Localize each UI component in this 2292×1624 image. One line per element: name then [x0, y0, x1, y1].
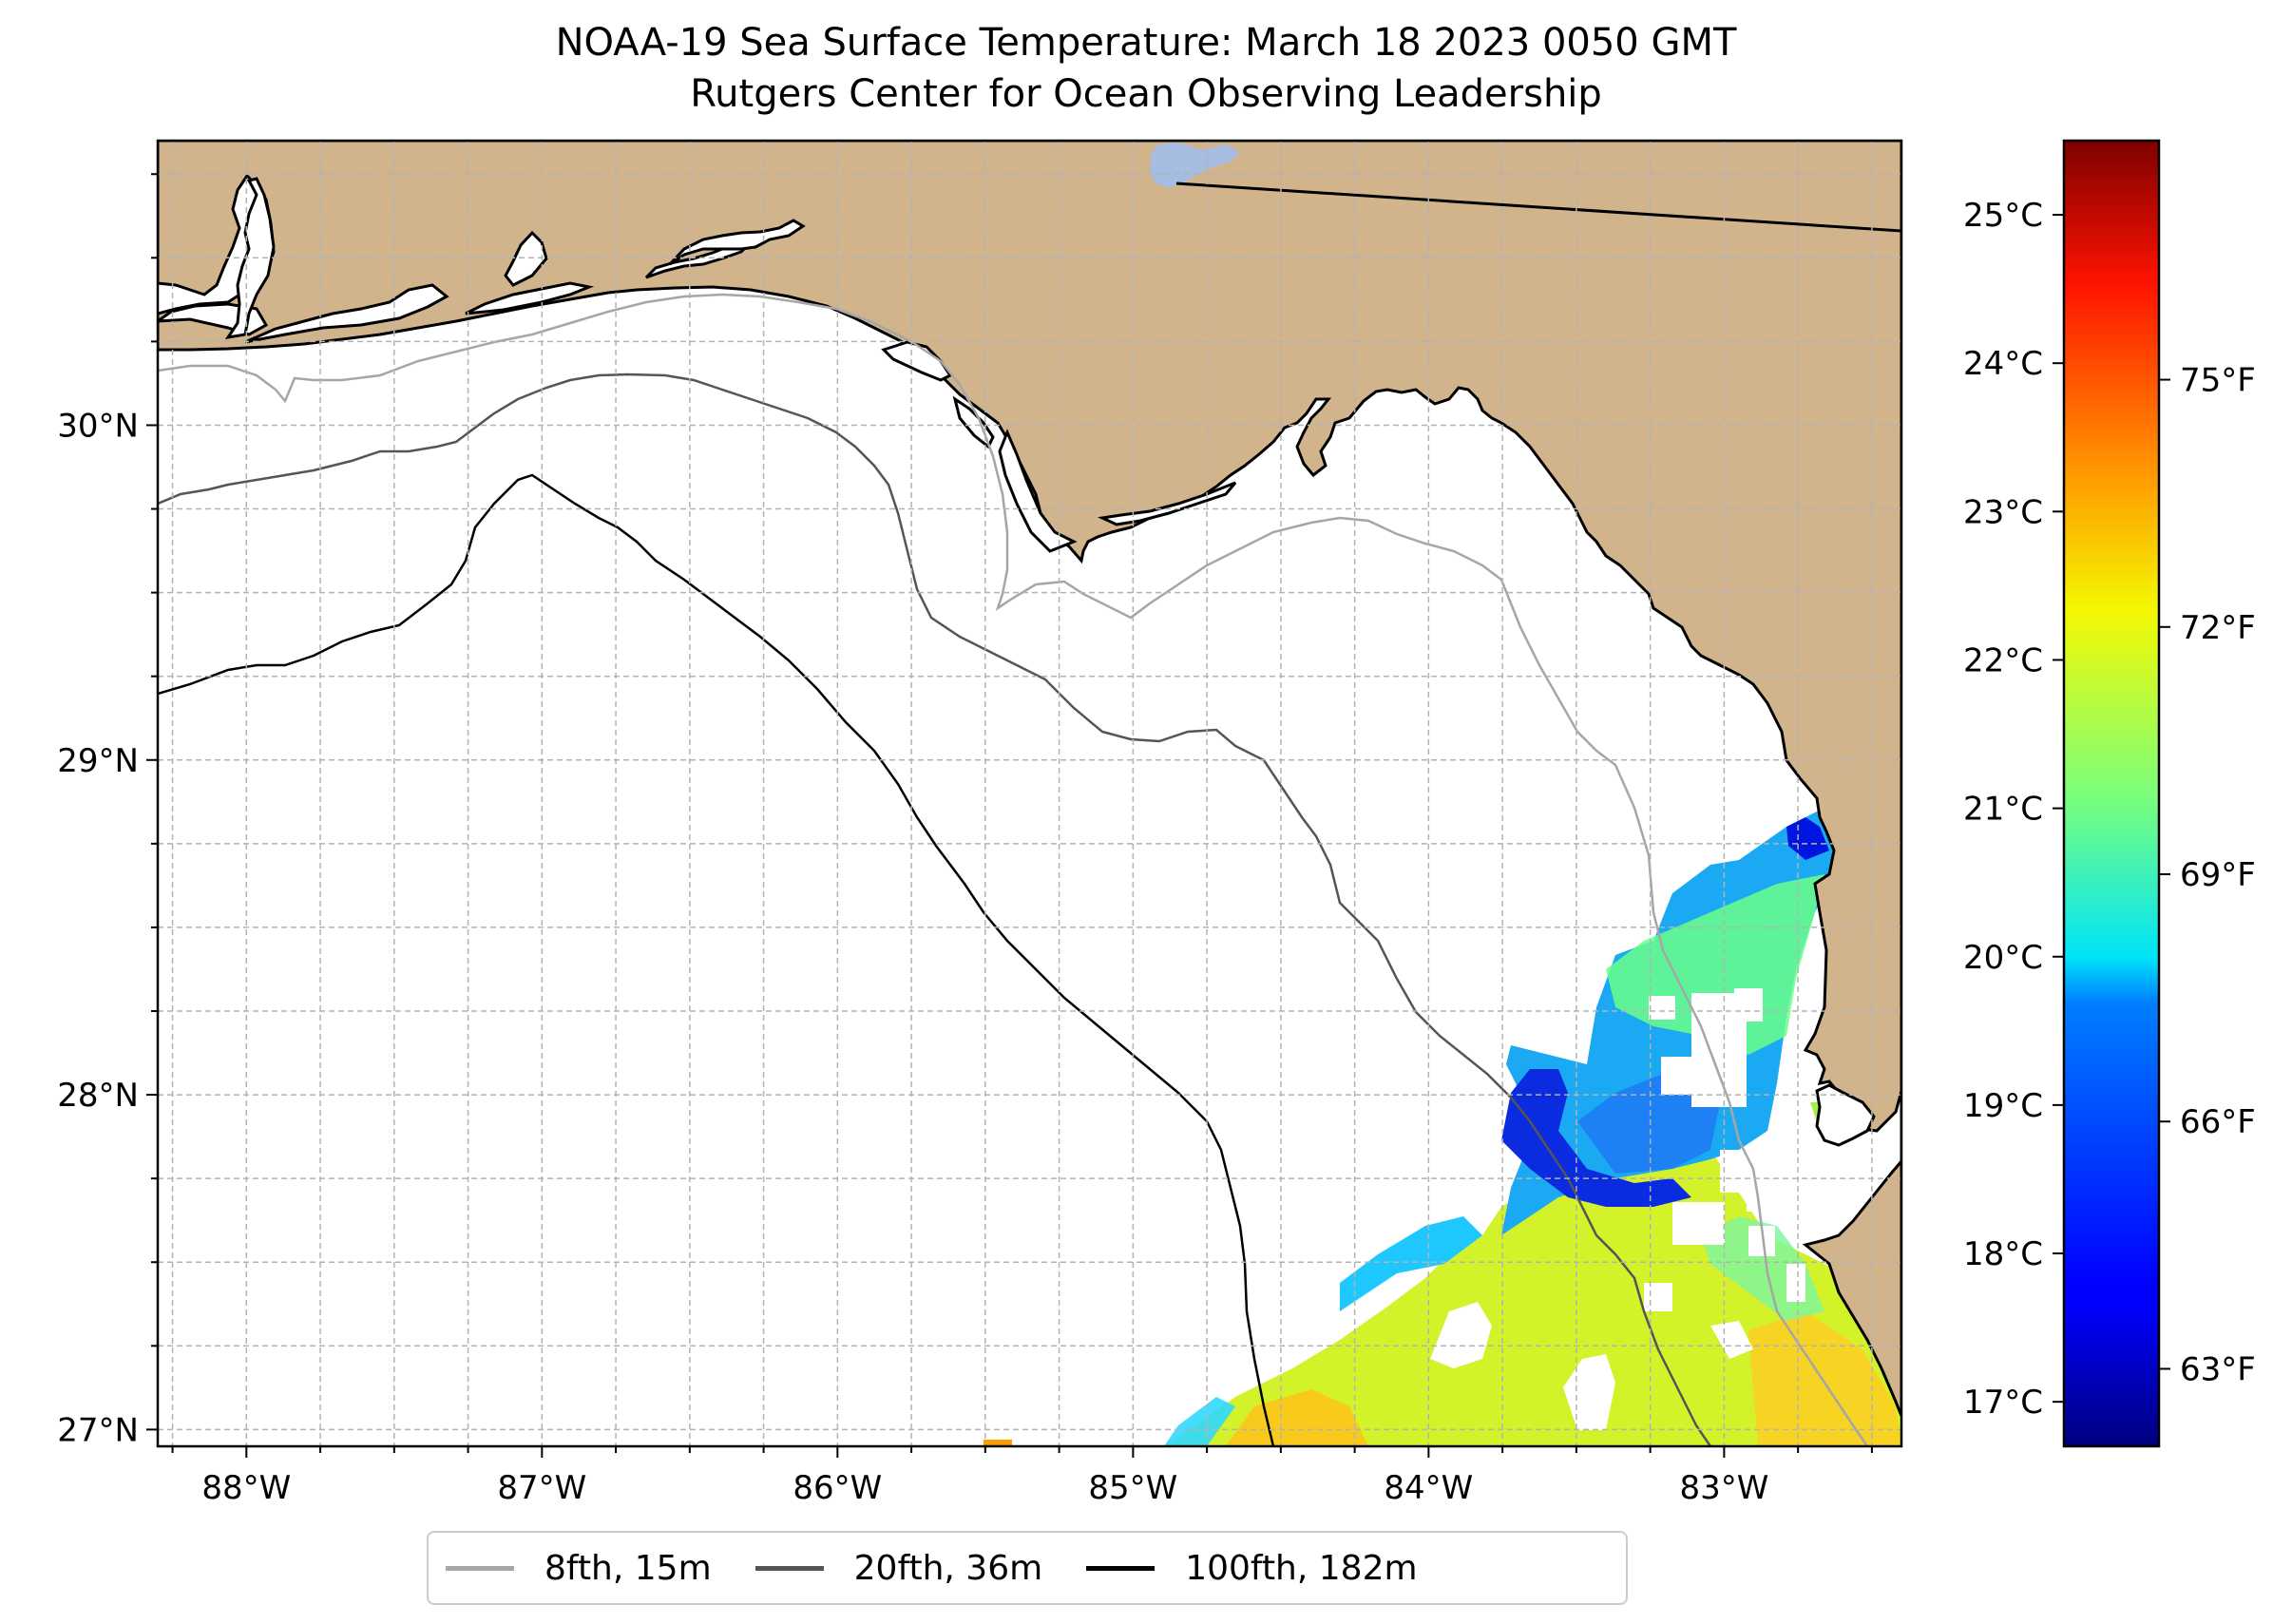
chart-subtitle: Rutgers Center for Ocean Observing Leade…	[690, 72, 1602, 116]
x-tick-label: 87°W	[497, 1469, 586, 1507]
legend-swatch	[446, 1565, 514, 1571]
fahrenheit-tick-label: 66°F	[2180, 1103, 2256, 1141]
map-content	[158, 141, 1901, 1446]
sst-hot-spot	[1226, 1389, 1368, 1446]
celsius-tick-label: 22°C	[1963, 641, 2043, 679]
celsius-tick-label: 20°C	[1963, 939, 2043, 977]
celsius-tick-label: 19°C	[1963, 1087, 2043, 1125]
legend-item-8fth: 8fth, 15m	[446, 1549, 712, 1588]
celsius-tick-label: 24°C	[1963, 345, 2043, 383]
contour-100fth	[158, 473, 1275, 1446]
legend-item-20fth: 20fth, 36m	[754, 1548, 1043, 1588]
x-tick-label: 88°W	[201, 1469, 291, 1507]
tampa-bay	[1815, 1083, 1876, 1147]
x-tick-label: 84°W	[1384, 1469, 1473, 1507]
fahrenheit-tick-label: 72°F	[2180, 609, 2256, 647]
colorbar	[2062, 139, 2161, 1448]
sst-cool-band	[1164, 1397, 1235, 1446]
x-tick-label: 86°W	[793, 1469, 882, 1507]
sst-cool-patch	[1340, 1216, 1482, 1311]
y-tick-label: 28°N	[57, 1077, 139, 1115]
x-axis: 88°W 87°W 86°W 85°W 84°W 83°W	[171, 1446, 1873, 1507]
sst-warm-speck	[984, 1440, 1012, 1446]
sst-deep-blue-bay	[1501, 1069, 1691, 1207]
x-tick-label: 83°W	[1679, 1469, 1768, 1507]
sst-hot-spot-east	[1748, 1311, 1901, 1446]
lake	[1150, 143, 1240, 188]
y-tick-label: 30°N	[57, 407, 139, 445]
contour-8fth	[158, 293, 1869, 1446]
legend-label: 20fth, 36m	[853, 1548, 1043, 1588]
fahrenheit-tick-label: 63°F	[2180, 1350, 2256, 1388]
celsius-tick-label: 25°C	[1963, 197, 2043, 235]
y-axis: 27°N 28°N 29°N 30°N	[57, 173, 158, 1449]
fahrenheit-tick-label: 69°F	[2180, 856, 2256, 894]
legend-label: 100fth, 182m	[1185, 1548, 1418, 1588]
legend-label: 8fth, 15m	[544, 1548, 712, 1588]
chart-title: NOAA-19 Sea Surface Temperature: March 1…	[555, 21, 1737, 65]
map-frame	[156, 139, 1903, 1448]
land-mass	[158, 141, 1901, 1417]
celsius-tick-label: 21°C	[1963, 791, 2043, 829]
sst-deep-blue-north	[1786, 817, 1829, 860]
legend: 8fth, 15m 20fth, 36m 100fth, 182m	[427, 1531, 1628, 1605]
legend-swatch	[754, 1565, 824, 1571]
fahrenheit-tick-label: 75°F	[2180, 362, 2256, 400]
contour-20fth	[158, 373, 1712, 1446]
mobile-bay	[224, 177, 276, 340]
celsius-tick-label: 23°C	[1963, 493, 2043, 531]
colorbar-celsius-axis: 17°C 18°C 19°C 20°C 21°C 22°C 23°C 24°C 25°C	[1963, 197, 2064, 1422]
gridlines	[158, 141, 1901, 1446]
x-tick-label: 85°W	[1088, 1469, 1177, 1507]
state-boundary	[1175, 182, 1901, 233]
cloud-mask-holes	[1430, 988, 1834, 1430]
celsius-tick-label: 18°C	[1963, 1235, 2043, 1273]
celsius-tick-label: 17°C	[1963, 1384, 2043, 1422]
legend-swatch	[1086, 1565, 1156, 1571]
colorbar-fahrenheit-axis: 63°F 66°F 69°F 72°F 75°F	[2159, 362, 2256, 1388]
y-tick-label: 29°N	[57, 742, 139, 780]
legend-item-100fth: 100fth, 182m	[1086, 1548, 1418, 1588]
depth-contours	[158, 182, 1901, 1446]
y-tick-label: 27°N	[57, 1411, 139, 1449]
